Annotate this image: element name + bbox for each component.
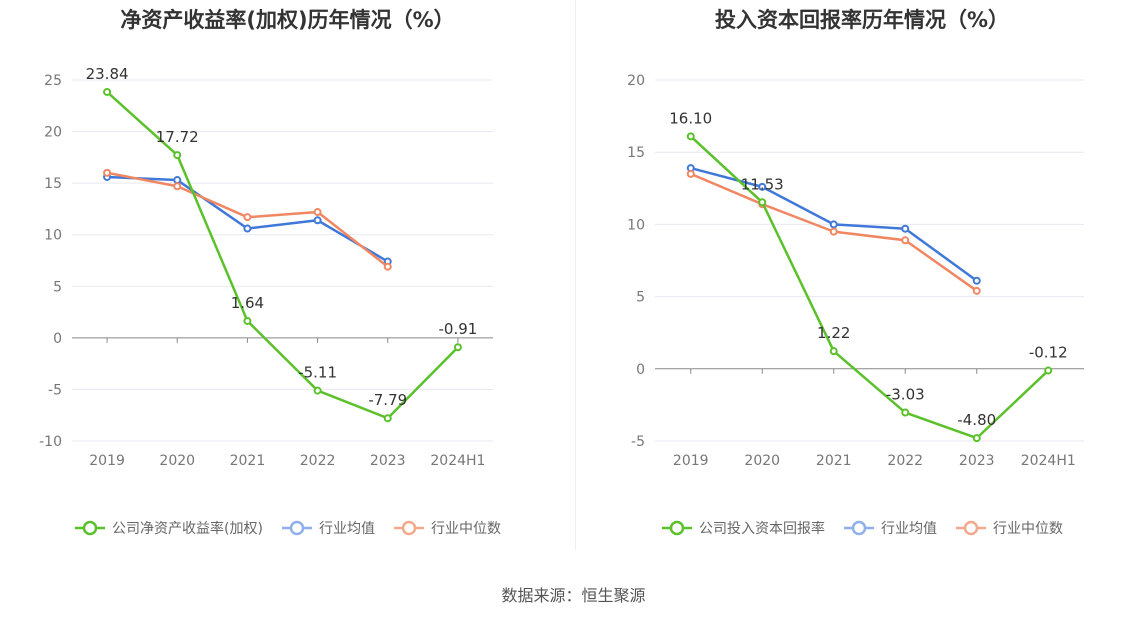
- data-point-company: [313, 386, 322, 395]
- x-tick-label: 2021: [230, 453, 266, 469]
- chart-legend: 公司净资产收益率(加权) 行业均值 行业中位数: [0, 518, 575, 538]
- data-point-industry-median: [972, 286, 981, 295]
- data-point-industry-median: [243, 213, 252, 222]
- data-point-industry-median: [103, 168, 112, 177]
- x-tick-label: 2022: [300, 453, 336, 469]
- data-point-company: [972, 434, 981, 443]
- chart-legend: 公司投入资本回报率 行业均值 行业中位数: [577, 518, 1147, 538]
- y-tick-label: 10: [44, 228, 62, 244]
- data-label: -7.79: [368, 391, 407, 409]
- x-tick-label: 2020: [159, 453, 195, 469]
- data-point-industry-avg: [173, 176, 182, 185]
- legend-label-industry-avg: 行业均值: [318, 521, 375, 537]
- data-point-company: [383, 414, 392, 423]
- data-label: 11.53: [741, 175, 784, 193]
- data-point-industry-median: [313, 208, 322, 217]
- roic-chart-svg: -5 0 5 10 15 20 2019 2020 2021 2022 2023 2024H1 16.1…: [627, 73, 1084, 469]
- legend-symbol-company: [662, 520, 692, 536]
- data-label: -4.80: [957, 411, 996, 429]
- x-tick-label: 2019: [89, 453, 125, 469]
- y-tick-label: 10: [627, 217, 645, 233]
- data-point-company: [453, 343, 462, 352]
- data-point-industry-avg: [829, 220, 838, 229]
- y-tick-label: -10: [39, 434, 62, 450]
- x-tick-label: 2024H1: [1021, 453, 1076, 469]
- legend-label-company: 公司净资产收益率(加权): [112, 521, 263, 537]
- data-point-industry-avg: [972, 276, 981, 285]
- data-point-company: [103, 87, 112, 96]
- y-tick-label: 0: [53, 331, 62, 347]
- data-point-industry-median: [173, 182, 182, 191]
- data-label: 1.64: [231, 294, 264, 312]
- y-tick-label: 5: [53, 279, 62, 295]
- y-tick-label: 20: [627, 73, 645, 89]
- legend-symbol-company: [75, 520, 106, 536]
- data-label: 1.22: [817, 324, 850, 342]
- y-tick-label: 5: [636, 290, 645, 306]
- data-point-industry-median: [383, 262, 392, 271]
- legend-symbol-industry-median: [393, 520, 424, 536]
- x-tick-label: 2024H1: [430, 453, 485, 469]
- legend-symbol-industry-avg: [281, 520, 312, 536]
- series-line-company: [689, 135, 1050, 440]
- data-point-industry-avg: [901, 224, 910, 233]
- legend-label-company: 公司投入资本回报率: [699, 521, 825, 537]
- series-line-company: [106, 91, 459, 420]
- x-tick-label: 2023: [959, 453, 995, 469]
- legend-item-industry-median[interactable]: 行业中位数: [393, 518, 501, 538]
- x-tick-label: 2021: [816, 453, 852, 469]
- data-label: -0.91: [439, 320, 478, 338]
- legend-label-industry-median: 行业中位数: [993, 521, 1063, 537]
- data-point-company: [901, 408, 910, 417]
- y-tick-label: -5: [48, 382, 62, 398]
- data-point-industry-median: [829, 227, 838, 236]
- y-tick-label: 0: [636, 362, 645, 378]
- roe-chart-svg: -10 -5 0 5 10 15 20 25 2019 2020 2021 2022 2023 2024H…: [39, 65, 493, 469]
- x-tick-label: 2022: [887, 453, 923, 469]
- roic-chart-panel: 投入资本回报率历年情况（%） -5 0 5 10 15 20 2019 2020 2021 202…: [577, 0, 1147, 560]
- y-tick-label: 25: [44, 73, 62, 89]
- y-tick-label: 15: [44, 176, 62, 192]
- data-point-industry-avg: [758, 182, 767, 191]
- data-label: 23.84: [86, 65, 129, 83]
- y-tick-label: -5: [631, 434, 645, 450]
- data-point-industry-median: [901, 236, 910, 245]
- data-point-industry-avg: [243, 224, 252, 233]
- data-point-company: [173, 151, 182, 160]
- x-tick-label: 2023: [370, 453, 406, 469]
- legend-item-company[interactable]: 公司投入资本回报率: [661, 518, 825, 538]
- legend-label-industry-avg: 行业均值: [881, 521, 937, 537]
- x-tick-label: 2020: [744, 453, 780, 469]
- data-label: 16.10: [669, 109, 712, 127]
- data-point-company: [829, 347, 838, 356]
- data-source: 数据来源：恒生聚源: [501, 586, 646, 605]
- data-point-company: [686, 132, 695, 141]
- y-tick-label: 20: [44, 125, 62, 141]
- data-label: -0.12: [1029, 344, 1068, 362]
- chart-title: 净资产收益率(加权)历年情况（%）: [120, 8, 455, 32]
- data-label: -5.11: [298, 364, 337, 382]
- legend-item-industry-median[interactable]: 行业中位数: [955, 518, 1063, 538]
- y-tick-label: 15: [627, 145, 645, 161]
- data-label: -3.03: [886, 386, 925, 404]
- data-point-company: [243, 316, 252, 325]
- x-tick-label: 2019: [673, 453, 709, 469]
- roe-chart-panel: 净资产收益率(加权)历年情况（%） -10 -5 0 5 10 15 20 25 2019 202…: [0, 0, 575, 560]
- chart-title: 投入资本回报率历年情况（%）: [714, 8, 1010, 32]
- legend-item-company[interactable]: 公司净资产收益率(加权): [74, 518, 263, 538]
- panel-divider: [575, 0, 576, 550]
- data-label: 17.72: [156, 128, 199, 146]
- legend-symbol-industry-median: [956, 520, 986, 536]
- data-point-company: [1044, 366, 1053, 375]
- legend-label-industry-median: 行业中位数: [430, 521, 501, 537]
- legend-item-industry-avg[interactable]: 行业均值: [281, 518, 375, 538]
- data-point-industry-avg: [313, 216, 322, 225]
- legend-item-industry-avg[interactable]: 行业均值: [843, 518, 937, 538]
- data-point-industry-median: [686, 169, 695, 178]
- data-point-company: [758, 198, 767, 207]
- legend-symbol-industry-avg: [844, 520, 874, 536]
